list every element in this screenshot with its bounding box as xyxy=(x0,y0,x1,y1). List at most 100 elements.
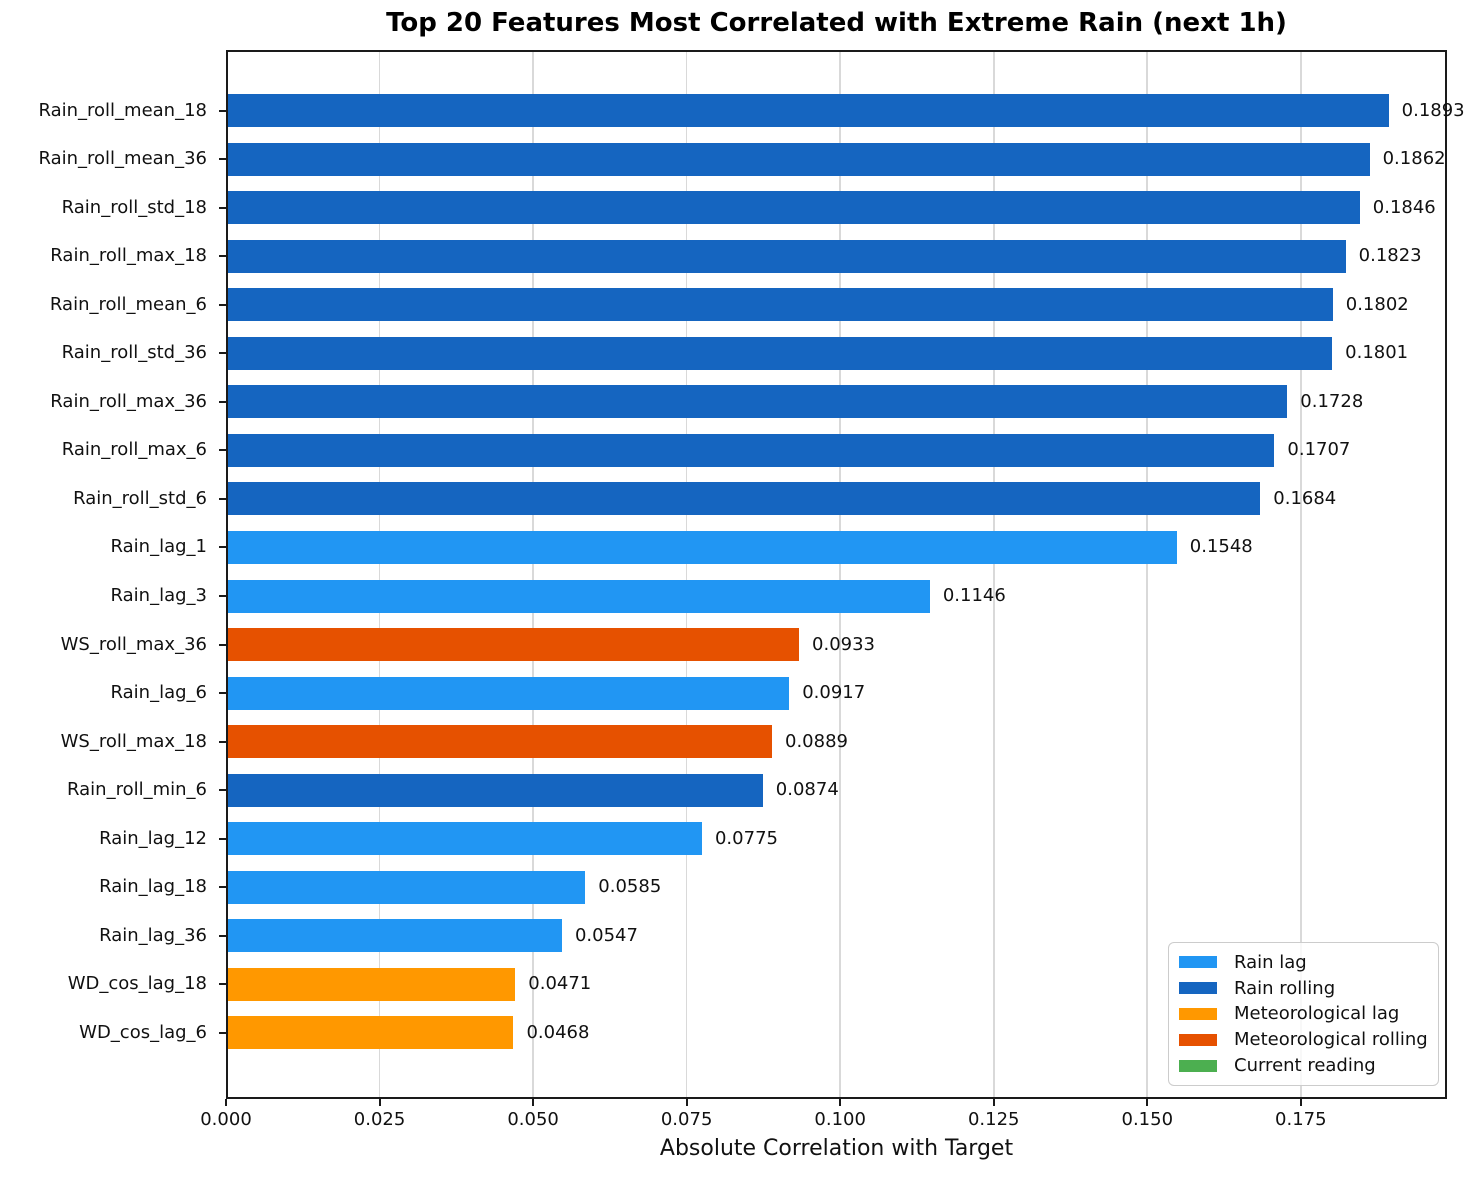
y-tick xyxy=(219,643,226,646)
y-tick xyxy=(219,449,226,452)
legend-swatch-icon xyxy=(1179,1033,1217,1046)
gridline xyxy=(1300,52,1302,1097)
y-tick-label: Rain_roll_std_36 xyxy=(61,342,207,364)
bar-value-label: 0.1684 xyxy=(1273,487,1337,509)
bar-value-label: 0.0917 xyxy=(802,682,866,704)
bar-value-label: 0.0547 xyxy=(574,924,638,946)
bar xyxy=(228,725,772,759)
y-tick-label: Rain_roll_mean_36 xyxy=(38,148,207,170)
bar-value-label: 0.0874 xyxy=(775,779,839,801)
gridline xyxy=(992,52,995,1097)
x-tick xyxy=(992,1099,995,1106)
bar-value-label: 0.1862 xyxy=(1382,148,1446,170)
y-tick-label: WD_cos_lag_18 xyxy=(67,973,207,995)
gridline xyxy=(378,52,381,1097)
gridline xyxy=(839,52,841,1097)
x-tick xyxy=(378,1099,381,1106)
bar-value-label: 0.1801 xyxy=(1345,342,1409,364)
bar xyxy=(228,676,790,710)
legend-item: Meteorological rolling xyxy=(1179,1029,1430,1050)
x-tick-label: 0.025 xyxy=(353,1109,406,1130)
bar xyxy=(228,822,702,856)
bar-value-label: 0.0468 xyxy=(526,1021,590,1043)
y-tick xyxy=(219,595,226,597)
x-tick-label: 0.125 xyxy=(967,1109,1020,1130)
legend-swatch-icon xyxy=(1179,1007,1217,1020)
y-tick xyxy=(219,692,226,695)
x-tick xyxy=(839,1099,842,1106)
legend-label: Meteorological lag xyxy=(1234,1003,1400,1025)
bar xyxy=(228,628,800,662)
x-tick xyxy=(1146,1099,1149,1106)
y-tick-label: Rain_lag_1 xyxy=(110,536,207,558)
bar xyxy=(228,433,1275,467)
x-tick-label: 0.150 xyxy=(1121,1109,1174,1130)
y-tick xyxy=(219,158,226,161)
y-tick-label: Rain_lag_12 xyxy=(99,827,207,849)
bar xyxy=(228,385,1288,419)
bar xyxy=(228,191,1360,225)
legend-label: Rain lag xyxy=(1234,951,1307,973)
bar-value-label: 0.0933 xyxy=(812,633,876,655)
bar xyxy=(228,288,1333,322)
x-tick-label: 0.175 xyxy=(1275,1109,1327,1130)
bar-value-label: 0.1823 xyxy=(1358,245,1422,267)
y-tick-label: Rain_lag_6 xyxy=(110,682,207,704)
legend-label: Current reading xyxy=(1234,1055,1376,1077)
bar xyxy=(228,530,1177,564)
gridline xyxy=(532,52,534,1097)
y-tick xyxy=(219,206,226,209)
x-tick xyxy=(1299,1099,1302,1106)
y-tick-label: Rain_roll_std_6 xyxy=(73,487,207,509)
bar xyxy=(228,967,516,1001)
bar xyxy=(228,482,1261,516)
legend-item: Rain lag xyxy=(1179,952,1430,973)
legend-swatch-icon xyxy=(1179,982,1217,995)
x-tick xyxy=(685,1099,688,1106)
y-tick xyxy=(219,497,226,500)
x-tick-label: 0.075 xyxy=(660,1109,713,1130)
bar-value-label: 0.1146 xyxy=(942,585,1006,606)
y-tick-label: Rain_roll_max_36 xyxy=(50,390,207,412)
y-tick xyxy=(219,1031,226,1034)
x-tick-label: 0.100 xyxy=(814,1109,866,1130)
y-tick-label: Rain_lag_18 xyxy=(99,876,207,898)
y-tick xyxy=(219,983,226,986)
bar-value-label: 0.0775 xyxy=(714,827,778,849)
y-tick xyxy=(219,886,226,889)
y-tick xyxy=(219,837,226,840)
y-tick xyxy=(219,546,226,549)
y-tick-label: WD_cos_lag_6 xyxy=(79,1021,207,1043)
y-tick-label: Rain_roll_max_18 xyxy=(50,245,207,267)
y-tick xyxy=(219,400,226,403)
bar-value-label: 0.1707 xyxy=(1287,439,1351,461)
y-tick-label: Rain_roll_std_18 xyxy=(61,196,207,218)
y-tick xyxy=(219,255,226,258)
y-tick-label: Rain_roll_mean_6 xyxy=(49,293,207,315)
bar-value-label: 0.1846 xyxy=(1372,196,1436,218)
y-tick-label: Rain_lag_3 xyxy=(110,585,207,606)
y-tick xyxy=(219,352,226,355)
x-tick xyxy=(532,1099,535,1106)
chart-title: Top 20 Features Most Correlated with Ext… xyxy=(386,8,1287,38)
bar xyxy=(228,336,1333,370)
bar xyxy=(228,579,930,613)
legend-label: Rain rolling xyxy=(1234,977,1336,999)
gridline xyxy=(685,52,688,1097)
x-axis-label: Absolute Correlation with Target xyxy=(659,1136,1014,1161)
bar xyxy=(228,239,1346,273)
legend-swatch-icon xyxy=(1179,956,1217,969)
bar xyxy=(228,1016,514,1050)
bar xyxy=(228,870,586,904)
bar-value-label: 0.0471 xyxy=(528,973,592,995)
legend-label: Meteorological rolling xyxy=(1234,1029,1428,1051)
y-tick xyxy=(219,789,226,792)
legend-item: Current reading xyxy=(1179,1055,1430,1076)
y-tick-label: Rain_lag_36 xyxy=(99,924,207,946)
bar xyxy=(228,142,1370,176)
bar-value-label: 0.1893 xyxy=(1401,99,1465,121)
y-tick-label: Rain_roll_mean_18 xyxy=(38,99,207,121)
bar xyxy=(228,773,763,807)
y-tick-label: WS_roll_max_36 xyxy=(60,633,207,655)
